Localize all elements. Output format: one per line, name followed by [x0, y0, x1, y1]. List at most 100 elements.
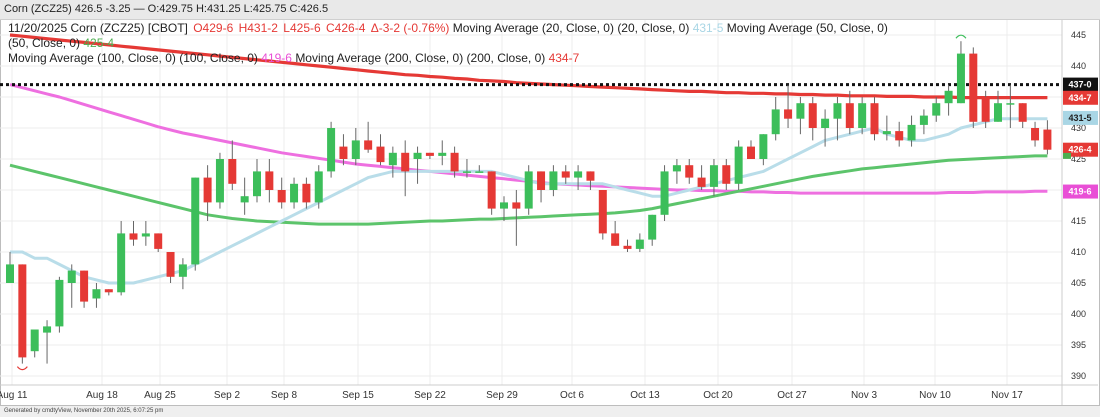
candle-body: [339, 146, 348, 159]
candle-body: [882, 131, 891, 135]
price-tag-label: 437-0: [1068, 80, 1091, 90]
legend-high: H431-2: [238, 21, 278, 35]
x-tick-label: Aug 25: [144, 390, 176, 401]
candle-body: [870, 103, 879, 135]
candle-body: [388, 152, 397, 166]
candle-body: [215, 159, 224, 203]
legend-ma50-label[interactable]: Moving Average (50, Close, 0): [726, 21, 888, 35]
candle-body: [425, 152, 434, 156]
candle-body: [747, 146, 755, 159]
candle-body: [623, 245, 632, 249]
candle-body: [919, 115, 928, 125]
y-tick-label: 410: [1071, 247, 1086, 257]
candle-body: [648, 214, 657, 240]
candle-body: [277, 190, 286, 203]
candle-body: [858, 103, 867, 128]
x-tick-label: Sep 29: [486, 390, 518, 401]
candle-body: [1006, 103, 1015, 105]
y-tick-label: 395: [1071, 340, 1086, 350]
price-tag-marker: [1063, 152, 1071, 159]
candle-body: [660, 171, 669, 215]
candle-body: [969, 53, 978, 122]
legend-ma100-label[interactable]: Moving Average (100, Close, 0): [8, 51, 176, 65]
candle-body: [561, 171, 570, 178]
candle-body: [981, 97, 990, 122]
candle-body: [722, 165, 731, 184]
candle-body: [1018, 103, 1027, 122]
x-tick-label: Sep 22: [414, 390, 446, 401]
price-tag: [1063, 142, 1098, 157]
legend-open: O429-6: [193, 21, 234, 35]
candle-body: [895, 131, 904, 141]
candle-body: [154, 233, 163, 249]
legend-ma200-label[interactable]: Moving Average (200, Close, 0): [295, 51, 464, 65]
y-tick-label: 400: [1071, 309, 1086, 319]
candle-body: [43, 326, 52, 333]
y-tick-label: 445: [1071, 30, 1086, 40]
legend-ma50-value: 425-4: [83, 36, 115, 50]
y-tick-label: 415: [1071, 216, 1086, 226]
x-tick-label: Nov 17: [991, 390, 1023, 401]
legend-low: L425-6: [283, 21, 321, 35]
candle-body: [944, 90, 953, 104]
legend-change: Δ-3-2 (-0.76%): [370, 21, 450, 35]
candle-body: [401, 152, 410, 172]
candle-body: [351, 140, 360, 159]
candle-body: [500, 202, 508, 209]
candle-body: [364, 140, 373, 150]
legend-ma200-value: 434-7: [548, 51, 580, 65]
x-tick-label: Sep 2: [214, 390, 241, 401]
price-tag-label: 434-7: [1068, 93, 1091, 103]
x-tick-label: Aug 18: [86, 390, 118, 401]
legend-symbol: Corn (ZCZ25) [CBOT]: [70, 21, 188, 35]
high-marker: [955, 34, 967, 39]
candle-body: [697, 177, 706, 187]
candle-body: [80, 270, 89, 302]
price-tag: [1063, 77, 1098, 92]
legend-ma20-params: (20, Close, 0): [617, 21, 690, 35]
candle-body: [92, 289, 101, 299]
x-tick-label: Sep 15: [342, 390, 374, 401]
x-tick-label: Oct 20: [703, 390, 733, 401]
candle-body: [796, 103, 805, 119]
candle-body: [821, 118, 830, 128]
candle-body: [55, 279, 64, 327]
candle-body: [685, 165, 694, 178]
price-tag-label: 431-5: [1068, 113, 1091, 123]
candle-body: [18, 264, 27, 358]
footer-text: Generated by cmdtyView, November 20th 20…: [4, 408, 164, 414]
candle-body: [438, 152, 447, 156]
y-tick-label: 440: [1071, 61, 1086, 71]
candle-body: [475, 171, 484, 173]
y-tick-label: 425: [1071, 154, 1086, 164]
legend-date: 11/20/2025: [8, 21, 68, 35]
x-tick-label: Oct 13: [630, 390, 660, 401]
candle-body: [1043, 129, 1052, 150]
candle-body: [833, 103, 842, 119]
candle-body: [141, 233, 150, 237]
y-tick-label: 430: [1071, 123, 1086, 133]
price-tag-label: 419-6: [1068, 187, 1091, 197]
legend-ma50-params: (50, Close, 0): [8, 36, 81, 50]
candle-body: [524, 171, 533, 209]
candle-body: [709, 165, 718, 187]
candle-body: [117, 233, 126, 293]
candle-body: [672, 165, 681, 172]
legend-ma20-label[interactable]: Moving Average (20, Close, 0): [452, 21, 614, 35]
candle-body: [462, 171, 471, 173]
legend-close: C426-4: [326, 21, 366, 35]
candle-body: [253, 171, 261, 197]
candle-body: [203, 177, 212, 203]
price-tag: [1063, 90, 1098, 105]
candle-body: [450, 152, 459, 172]
candle-body: [67, 270, 76, 283]
candle-body: [784, 109, 793, 119]
candle-body: [191, 177, 200, 265]
candle-body: [327, 128, 336, 172]
price-tag-label: 426-4: [1068, 145, 1091, 155]
window-titlebar: Corn (ZCZ25) 426.5 -3.25 — O:429.75 H:43…: [0, 0, 1100, 20]
x-tick-label: Oct 27: [777, 390, 807, 401]
footer: Generated by cmdtyView, November 20th 20…: [0, 406, 1100, 417]
candle-body: [956, 53, 965, 104]
